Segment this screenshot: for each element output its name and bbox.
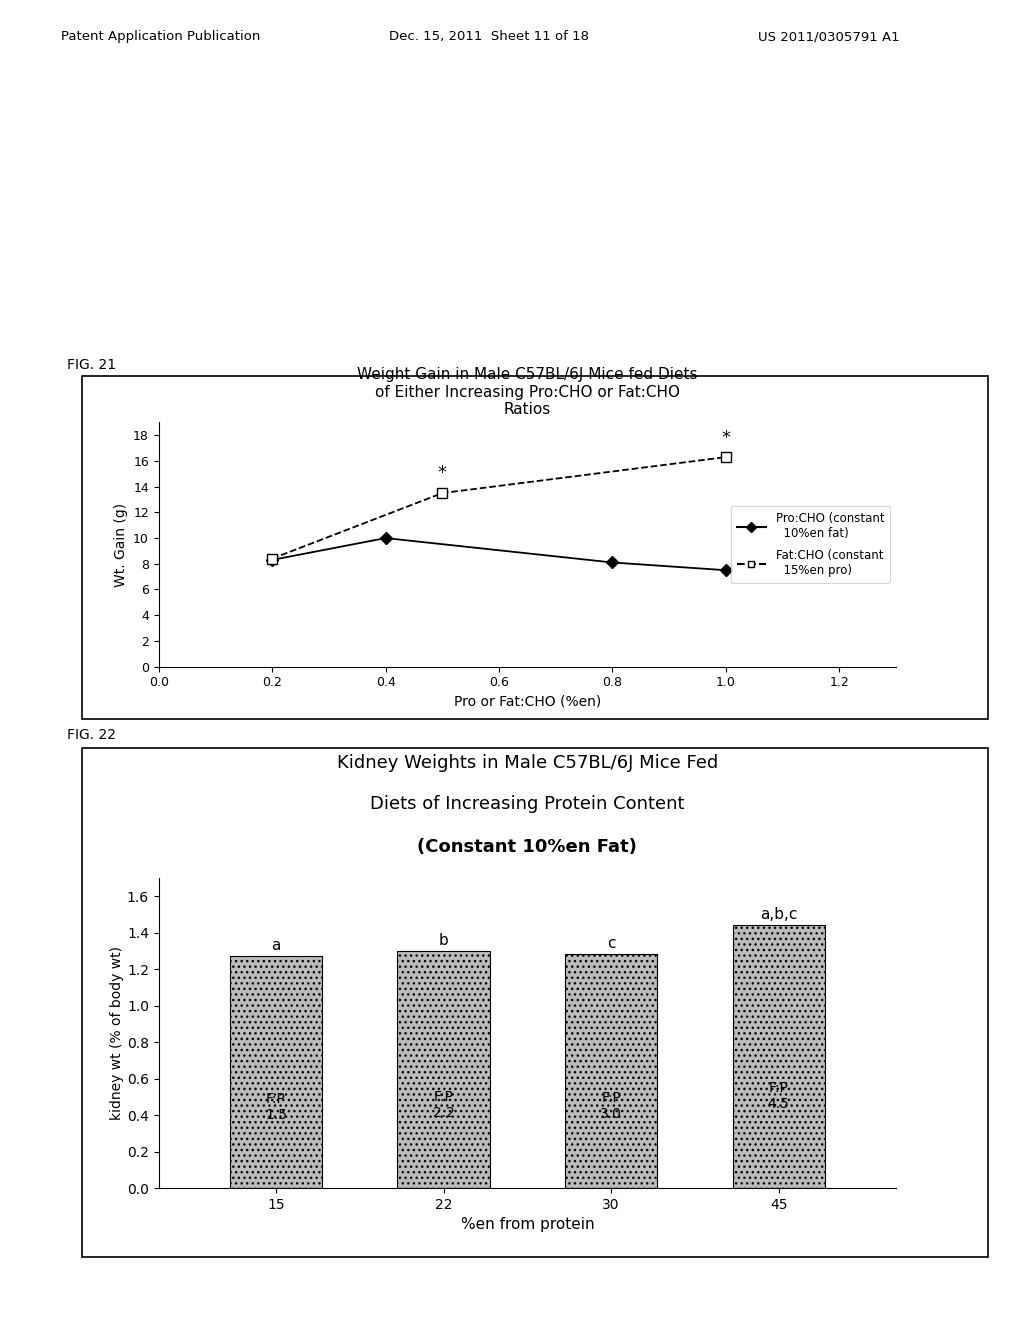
Text: c: c [607, 936, 615, 952]
Y-axis label: kidney wt (% of body wt): kidney wt (% of body wt) [111, 946, 124, 1119]
Text: Patent Application Publication: Patent Application Publication [61, 30, 261, 44]
Bar [565, 954, 657, 1188]
Text: *: * [438, 463, 446, 482]
Legend: Pro:CHO (constant
  10%en fat), Fat:CHO (constant
  15%en pro): Pro:CHO (constant 10%en fat), Fat:CHO (c… [731, 506, 890, 583]
Bar [397, 950, 489, 1188]
Text: F:P
3.0: F:P 3.0 [600, 1092, 622, 1122]
Text: F:P
1.5: F:P 1.5 [265, 1092, 287, 1122]
Bar [732, 925, 824, 1188]
Text: b: b [438, 932, 449, 948]
Text: US 2011/0305791 A1: US 2011/0305791 A1 [758, 30, 899, 44]
Title: Weight Gain in Male C57BL/6J Mice fed Diets
of Either Increasing Pro:CHO or Fat:: Weight Gain in Male C57BL/6J Mice fed Di… [357, 367, 697, 417]
Text: *: * [721, 429, 730, 446]
Text: FIG. 22: FIG. 22 [67, 727, 116, 742]
Bar [230, 956, 323, 1188]
X-axis label: Pro or Fat:CHO (%en): Pro or Fat:CHO (%en) [454, 694, 601, 709]
Text: FIG. 21: FIG. 21 [67, 358, 116, 372]
X-axis label: %en from protein: %en from protein [461, 1217, 594, 1233]
Text: F:P
4.5: F:P 4.5 [768, 1081, 790, 1111]
Text: a: a [271, 939, 281, 953]
Y-axis label: Wt. Gain (g): Wt. Gain (g) [114, 503, 128, 586]
Text: Dec. 15, 2011  Sheet 11 of 18: Dec. 15, 2011 Sheet 11 of 18 [389, 30, 589, 44]
Text: (Constant 10%en Fat): (Constant 10%en Fat) [418, 838, 637, 857]
Text: Kidney Weights in Male C57BL/6J Mice Fed: Kidney Weights in Male C57BL/6J Mice Fed [337, 754, 718, 772]
Text: a,b,c: a,b,c [760, 907, 798, 921]
Text: Diets of Increasing Protein Content: Diets of Increasing Protein Content [370, 795, 685, 813]
Text: F:P
2.2: F:P 2.2 [433, 1090, 455, 1121]
